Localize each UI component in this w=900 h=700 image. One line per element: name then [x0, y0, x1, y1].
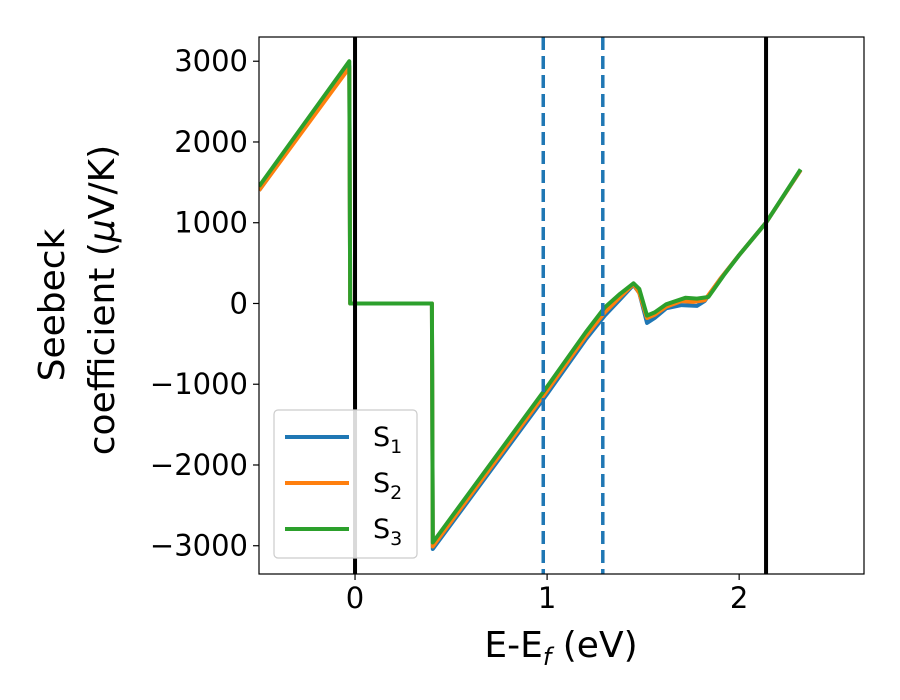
x-ticks: 0 1 2	[346, 574, 748, 615]
y-axis-title-line1: Seebeck	[32, 228, 73, 381]
y-ticks: 3000 2000 1000 0 −1000 −2000 −3000	[150, 44, 259, 563]
legend: S1 S2 S3	[273, 409, 418, 559]
y-axis-title-pre: coefficient (	[82, 242, 123, 455]
legend-items: S1 S2 S3	[285, 422, 402, 550]
legend-label-1: S1	[373, 422, 402, 458]
y-axis-title-post: V/K)	[82, 145, 123, 219]
y-axis-title-mu: μ	[82, 219, 123, 243]
y-axis-title-line2: coefficient (μV/K)	[82, 145, 123, 455]
y-tick-label: 1000	[174, 206, 248, 240]
y-tick-label: −2000	[150, 448, 248, 482]
x-tick-label: 1	[538, 581, 556, 615]
legend-label-2: S2	[373, 468, 402, 504]
x-axis-title-main: E-E	[484, 625, 542, 666]
series-line-3	[259, 59, 803, 545]
plot-frame	[258, 36, 865, 575]
y-tick-label: 0	[230, 286, 248, 320]
series-layer	[259, 59, 803, 551]
y-tick-label: 3000	[174, 44, 248, 78]
x-axis-title-unit: (eV)	[551, 625, 637, 666]
y-tick-label: −1000	[150, 367, 248, 401]
y-tick-label: 2000	[174, 125, 248, 159]
x-tick-label: 2	[730, 581, 748, 615]
x-tick-label: 0	[346, 581, 364, 615]
x-axis-title: E-Ef (eV)	[484, 625, 637, 671]
y-tick-label: −3000	[150, 529, 248, 563]
legend-label-3: S3	[373, 514, 402, 550]
